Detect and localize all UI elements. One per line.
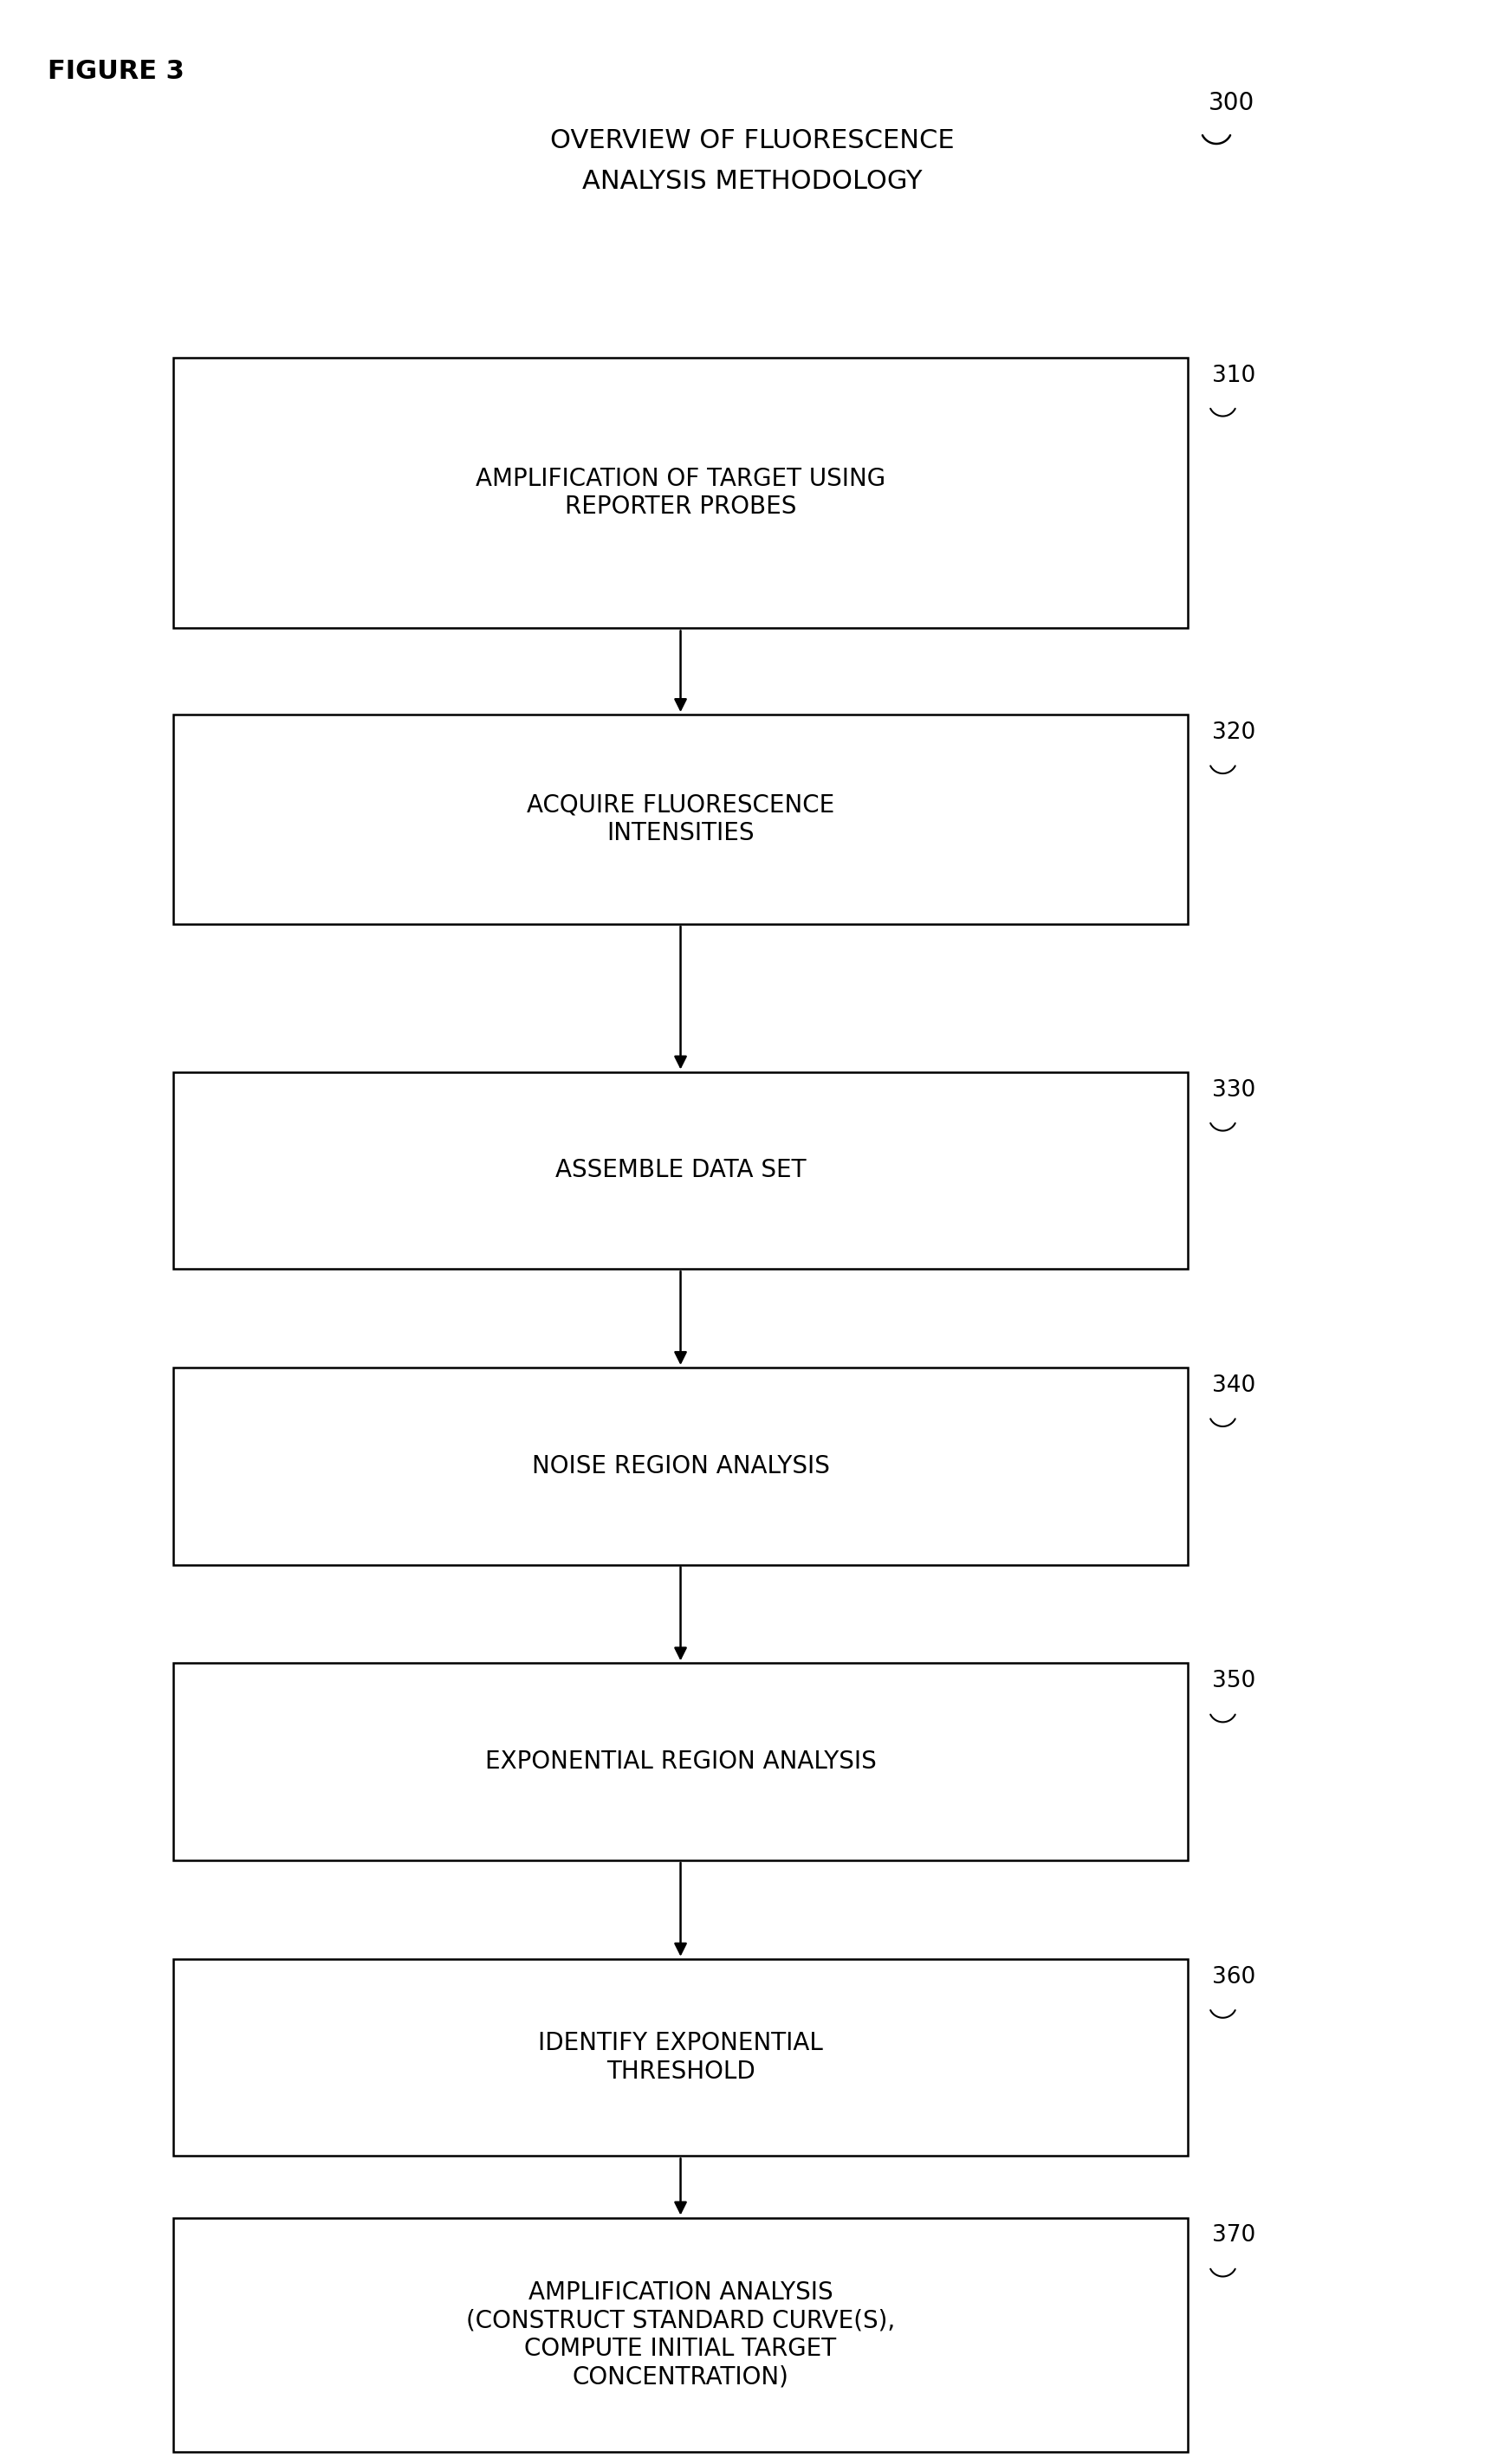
Text: FIGURE 3: FIGURE 3 [48, 59, 185, 84]
Text: AMPLIFICATION OF TARGET USING
REPORTER PROBES: AMPLIFICATION OF TARGET USING REPORTER P… [475, 466, 886, 520]
Text: 370: 370 [1212, 2225, 1256, 2247]
Bar [173, 1959, 1188, 2156]
Text: 310: 310 [1212, 365, 1256, 387]
Text: 320: 320 [1212, 722, 1256, 744]
Text: 360: 360 [1212, 1966, 1256, 1988]
Text: ANALYSIS METHODOLOGY: ANALYSIS METHODOLOGY [582, 170, 922, 195]
Bar [173, 1663, 1188, 1860]
Bar [173, 1072, 1188, 1269]
Text: OVERVIEW OF FLUORESCENCE: OVERVIEW OF FLUORESCENCE [550, 128, 954, 153]
Text: NOISE REGION ANALYSIS: NOISE REGION ANALYSIS [531, 1454, 830, 1478]
Text: IDENTIFY EXPONENTIAL
THRESHOLD: IDENTIFY EXPONENTIAL THRESHOLD [538, 2030, 823, 2085]
Text: EXPONENTIAL REGION ANALYSIS: EXPONENTIAL REGION ANALYSIS [484, 1749, 877, 1774]
Bar [173, 2218, 1188, 2452]
Bar [173, 357, 1188, 628]
Bar [173, 715, 1188, 924]
Text: 340: 340 [1212, 1375, 1256, 1397]
Text: 350: 350 [1212, 1671, 1256, 1693]
Text: ACQUIRE FLUORESCENCE
INTENSITIES: ACQUIRE FLUORESCENCE INTENSITIES [526, 793, 835, 845]
Bar [173, 1368, 1188, 1565]
Text: 300: 300 [1209, 91, 1254, 116]
Text: AMPLIFICATION ANALYSIS
(CONSTRUCT STANDARD CURVE(S),
COMPUTE INITIAL TARGET
CONC: AMPLIFICATION ANALYSIS (CONSTRUCT STANDA… [466, 2279, 895, 2390]
Text: 330: 330 [1212, 1079, 1256, 1101]
Text: ASSEMBLE DATA SET: ASSEMBLE DATA SET [555, 1158, 806, 1183]
